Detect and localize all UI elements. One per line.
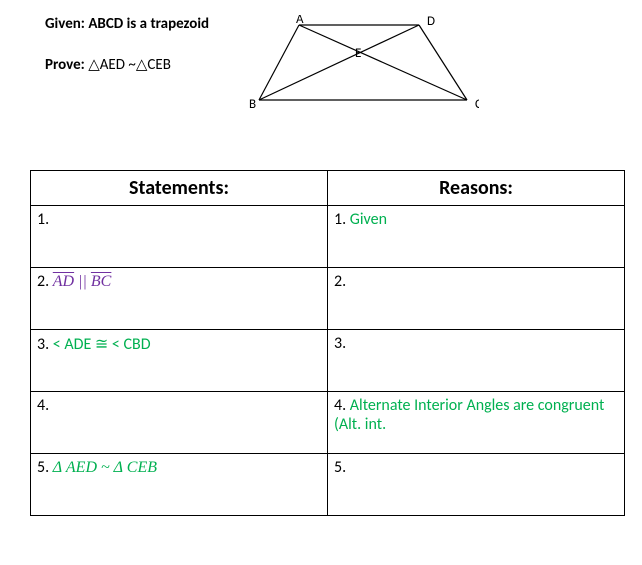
given-text: ABCD is a trapezoid bbox=[85, 15, 209, 33]
svg-text:D: D bbox=[427, 15, 435, 29]
trapezoid-diagram: A D B C E bbox=[249, 15, 479, 115]
svg-text:A: A bbox=[296, 15, 304, 27]
svg-text:E: E bbox=[355, 46, 361, 61]
reasons-header: Reasons: bbox=[328, 171, 625, 206]
table-row: 1.1. Given bbox=[31, 206, 625, 268]
reason-cell: 5. bbox=[328, 454, 625, 516]
proof-table: Statements: Reasons: 1.1. Given2. AD || … bbox=[30, 170, 625, 516]
reason-cell: 4. Alternate Interior Angles are congrue… bbox=[328, 392, 625, 454]
given-label: Given: bbox=[45, 15, 85, 33]
reason-cell: 2. bbox=[328, 268, 625, 330]
table-row: 5. Δ AED ~ Δ CEB5. bbox=[31, 454, 625, 516]
table-row: 4.4. Alternate Interior Angles are congr… bbox=[31, 392, 625, 454]
statement-cell: 4. bbox=[31, 392, 328, 454]
statement-cell: 3. < ADE ≅ < CBD bbox=[31, 330, 328, 392]
reason-cell: 1. Given bbox=[328, 206, 625, 268]
svg-text:C: C bbox=[475, 97, 479, 110]
table-row: 3. < ADE ≅ < CBD3. bbox=[31, 330, 625, 392]
statement-cell: 1. bbox=[31, 206, 328, 268]
prove-text: △AED ~△CEB bbox=[85, 56, 171, 74]
statements-header: Statements: bbox=[31, 171, 328, 206]
statement-cell: 2. AD || BC bbox=[31, 268, 328, 330]
reason-cell: 3. bbox=[328, 330, 625, 392]
table-row: 2. AD || BC2. bbox=[31, 268, 625, 330]
given-line: Given: ABCD is a trapezoid bbox=[45, 15, 209, 33]
prove-label: Prove: bbox=[45, 56, 85, 74]
statement-cell: 5. Δ AED ~ Δ CEB bbox=[31, 454, 328, 516]
svg-text:B: B bbox=[249, 97, 256, 110]
prove-line: Prove: △AED ~△CEB bbox=[45, 55, 209, 74]
